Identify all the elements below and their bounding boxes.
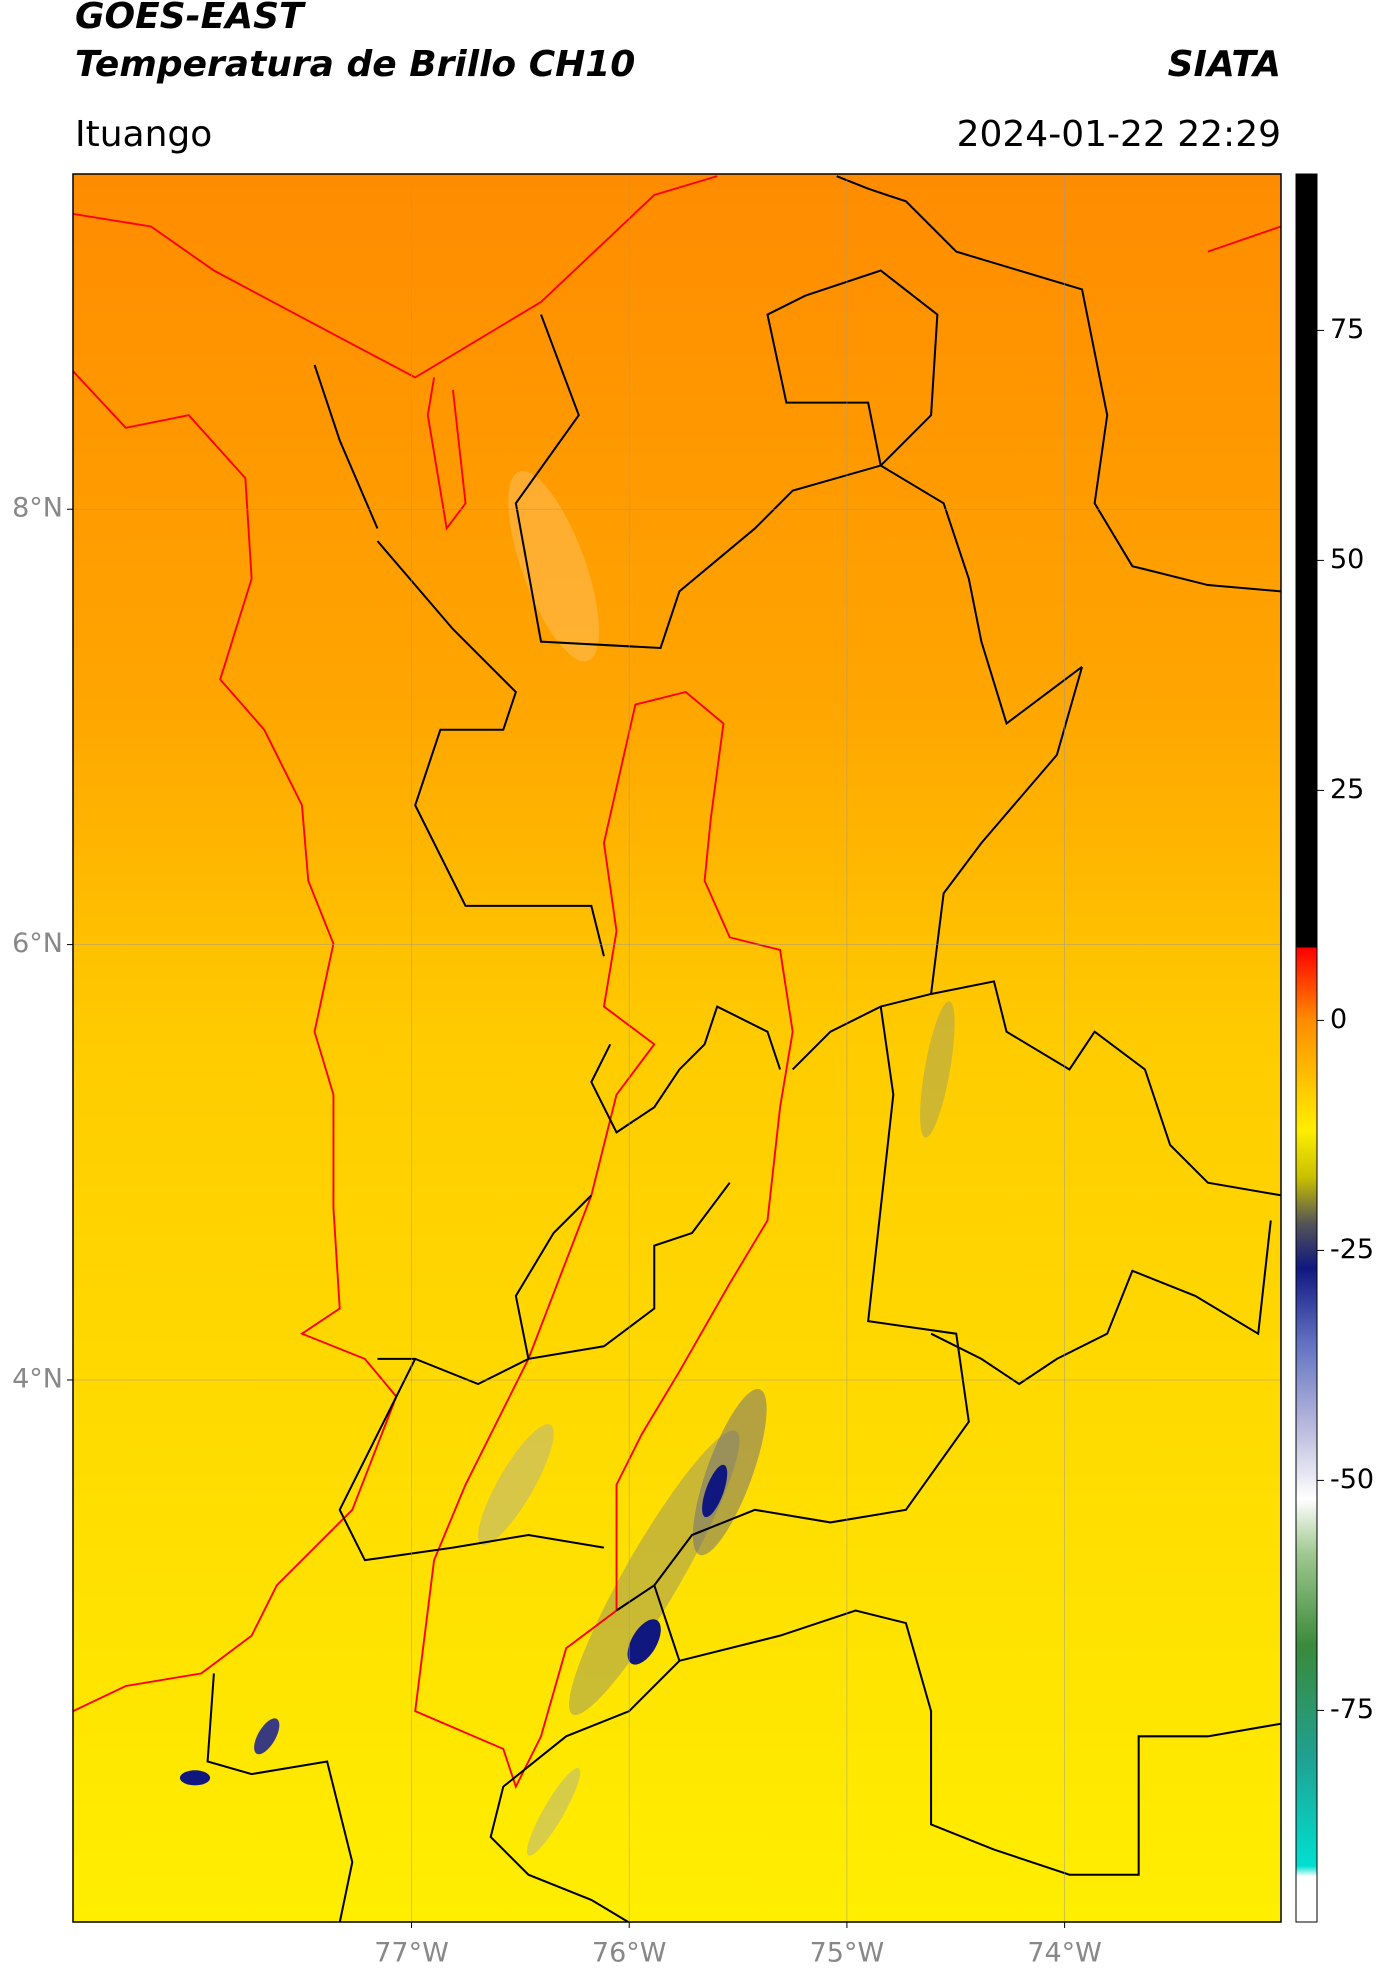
lat-tick-label: 4°N — [12, 1363, 63, 1394]
lat-tick-label: 8°N — [12, 493, 63, 524]
location: Ituango — [75, 114, 212, 155]
colorbar — [1295, 173, 1318, 1923]
title: GOES-EAST — [75, 0, 306, 37]
colorbar-tick-label: -75 — [1330, 1694, 1374, 1725]
lon-tick-label: 74°W — [1027, 1938, 1102, 1969]
lon-tick-label: 76°W — [592, 1938, 667, 1969]
map-background — [73, 174, 1281, 1922]
lon-tick-label: 77°W — [374, 1938, 449, 1969]
grid — [67, 174, 1281, 1928]
colorbar-tick-label: 50 — [1330, 544, 1364, 575]
source: SIATA — [1168, 44, 1281, 85]
lon-tick-label: 75°W — [810, 1938, 885, 1969]
colorbar-tick-label: 0 — [1330, 1004, 1347, 1035]
colorbar-tick-label: 75 — [1330, 314, 1364, 345]
map — [73, 174, 1281, 1922]
colorbar-tick-label: 25 — [1330, 774, 1364, 805]
map-features — [73, 175, 1281, 1922]
colorbar-tick-label: -25 — [1330, 1234, 1374, 1265]
datetime: 2024-01-22 22:29 — [957, 114, 1281, 155]
map-frame — [72, 173, 1282, 1923]
colorbar-tick-label: -50 — [1330, 1464, 1374, 1495]
lat-tick-label: 6°N — [12, 928, 63, 959]
subtitle: Temperatura de Brillo CH10 — [75, 44, 635, 85]
